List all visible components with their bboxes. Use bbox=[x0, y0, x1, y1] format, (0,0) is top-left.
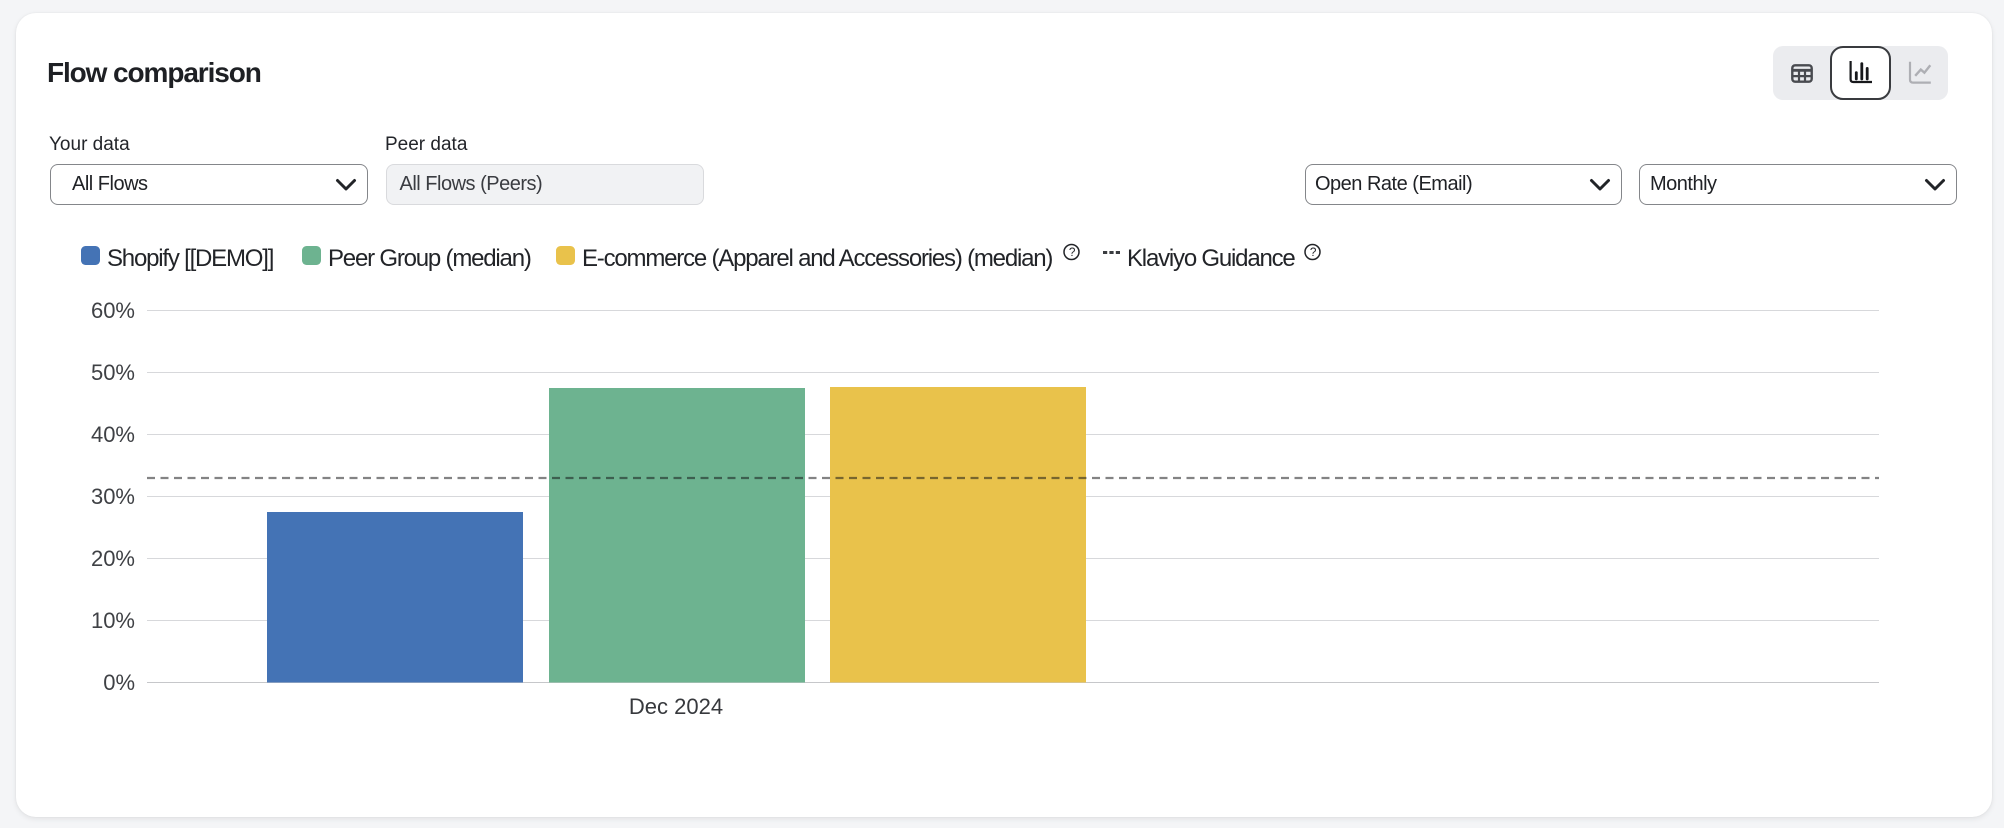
svg-text:30%: 30% bbox=[91, 484, 135, 509]
svg-text:?: ? bbox=[1069, 245, 1076, 259]
svg-text:0%: 0% bbox=[103, 670, 135, 695]
svg-text:20%: 20% bbox=[91, 546, 135, 571]
svg-text:60%: 60% bbox=[91, 298, 135, 323]
svg-text:10%: 10% bbox=[91, 608, 135, 633]
svg-text:40%: 40% bbox=[91, 422, 135, 447]
svg-text:Dec 2024: Dec 2024 bbox=[629, 694, 723, 719]
svg-text:50%: 50% bbox=[91, 360, 135, 385]
svg-text:?: ? bbox=[1309, 245, 1316, 259]
